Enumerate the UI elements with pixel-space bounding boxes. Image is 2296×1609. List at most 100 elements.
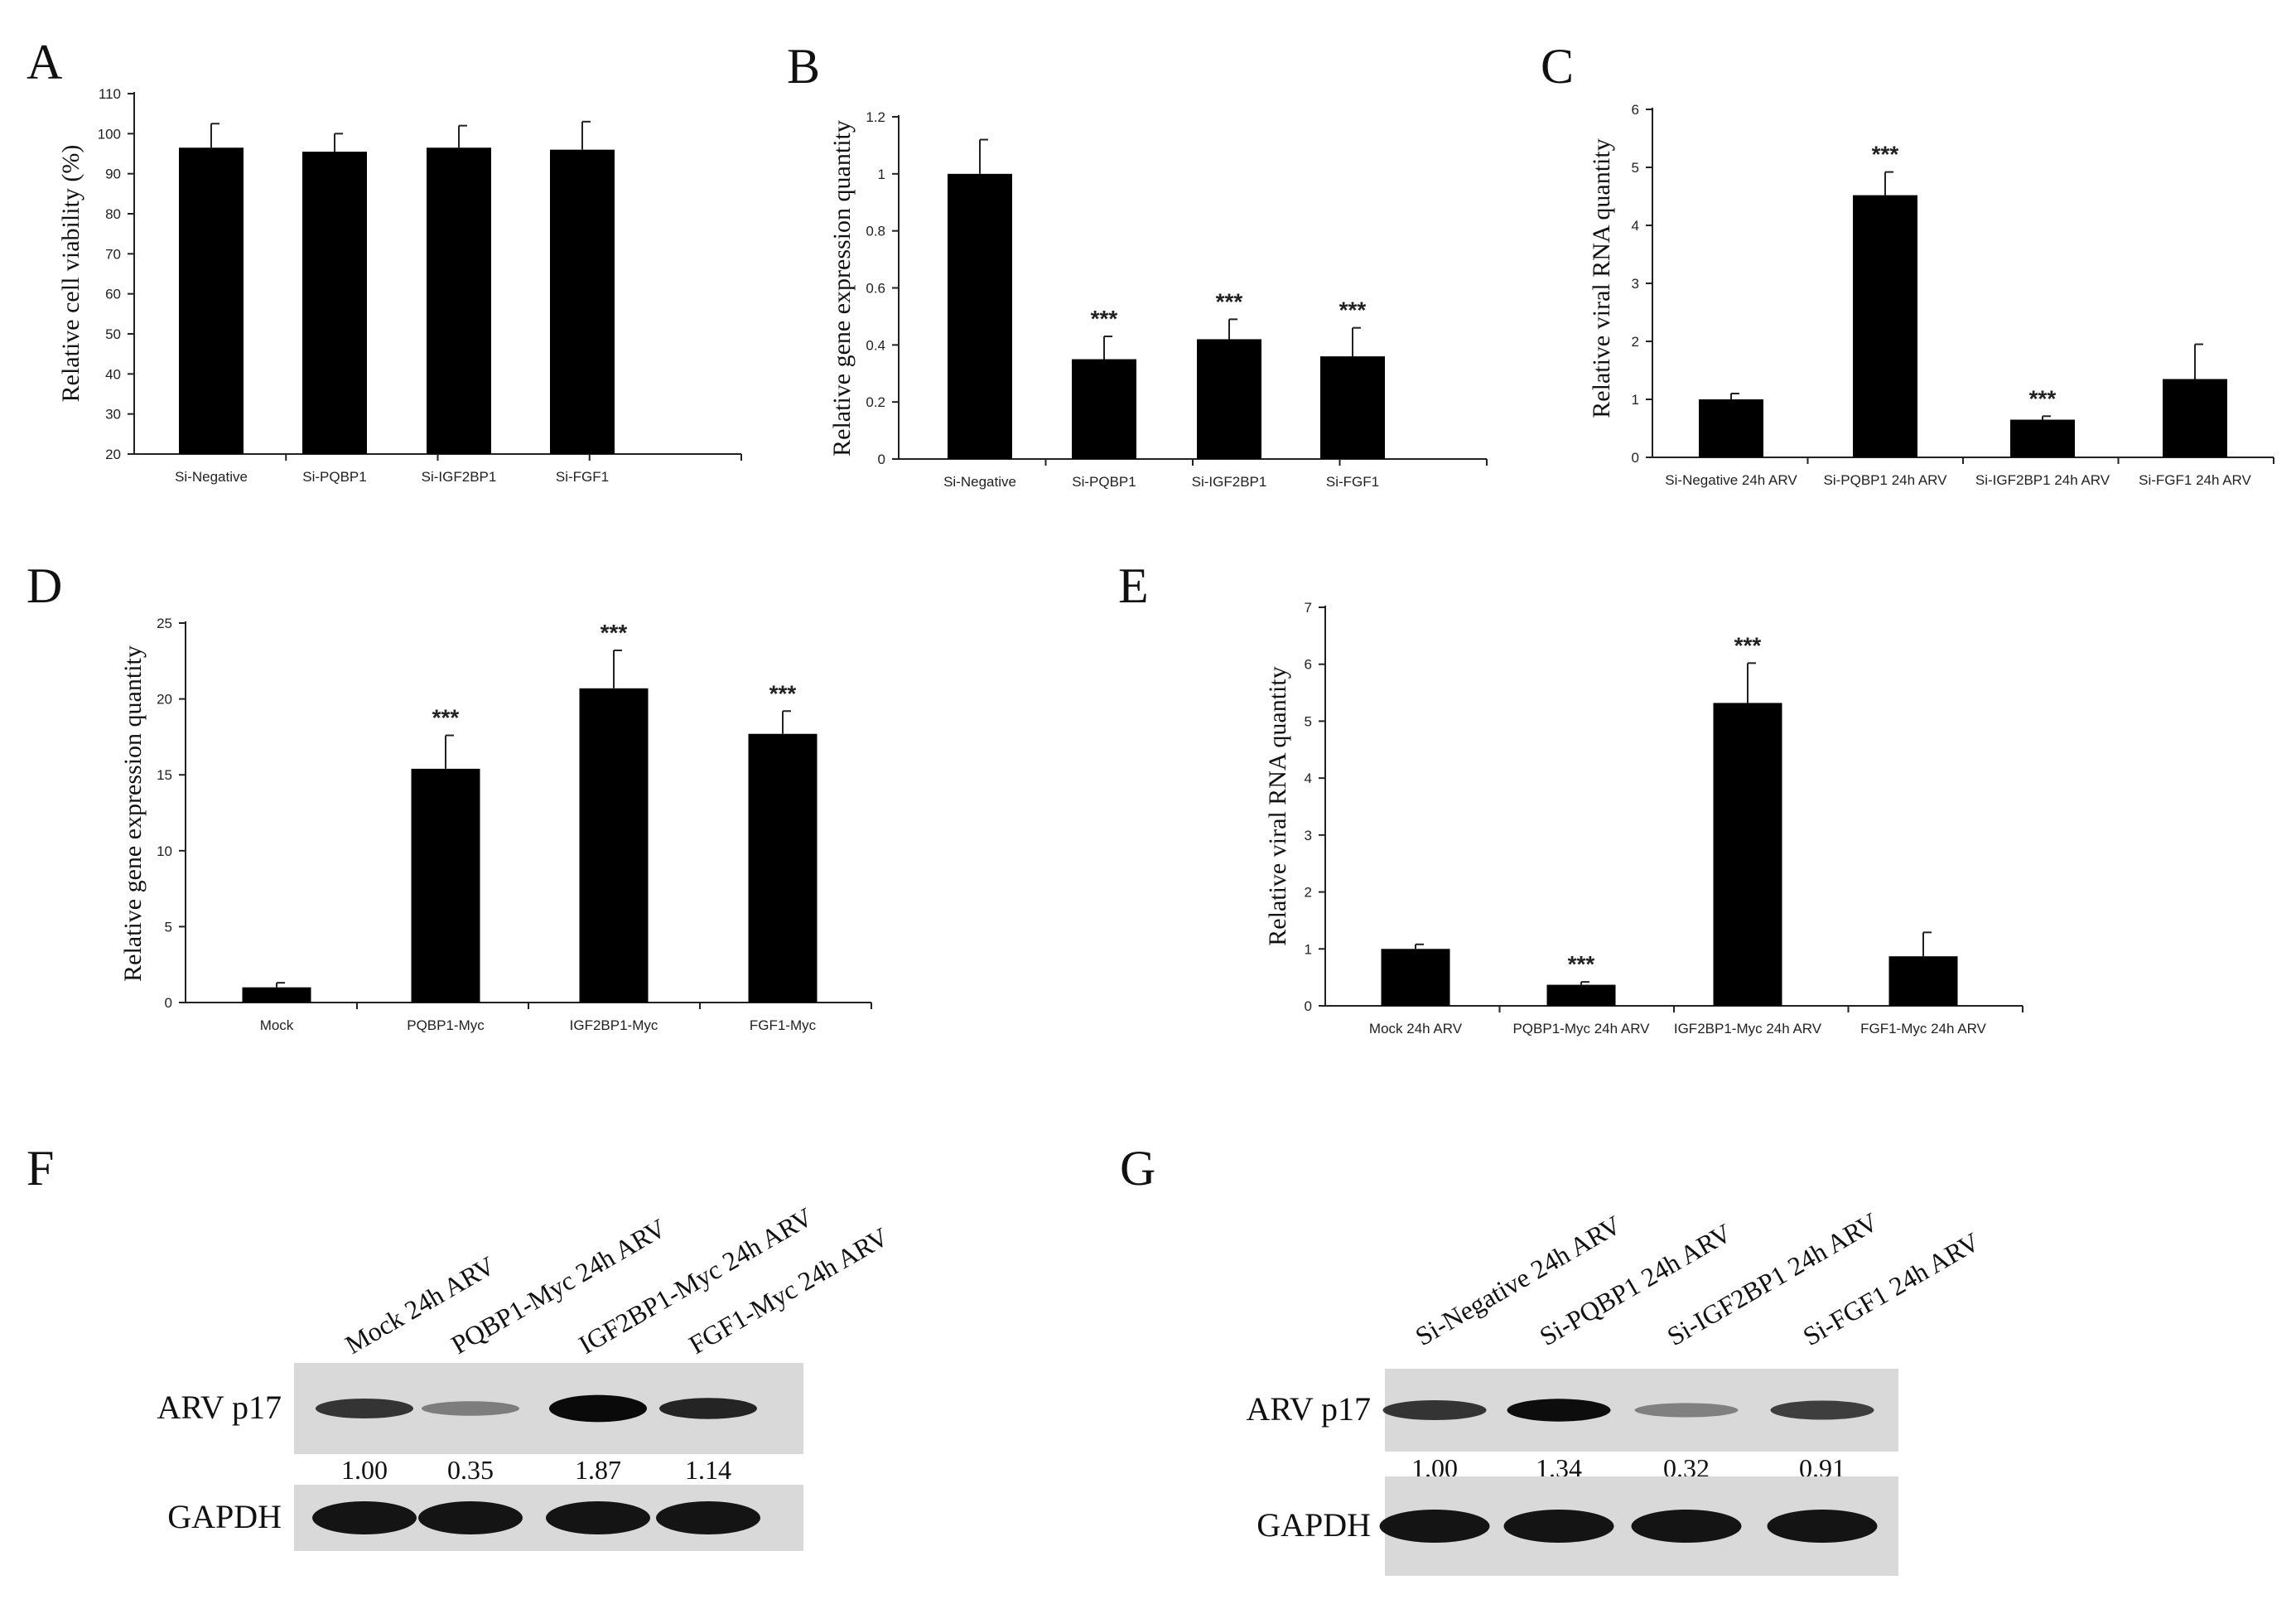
- band-gapdh-3: [546, 1501, 650, 1534]
- quant-value-4: 1.14: [685, 1455, 731, 1485]
- band-gapdh-3: [1631, 1510, 1742, 1543]
- bar-1: [179, 147, 244, 454]
- significance-marker-2: ***: [1091, 306, 1118, 331]
- category-label-1: Si-Negative: [943, 474, 1016, 490]
- y-tick-label: 0.8: [866, 224, 885, 239]
- y-tick-label: 100: [98, 126, 121, 142]
- y-tick-label: 4: [1632, 218, 1639, 234]
- y-axis-title: Relative gene expression quantity: [828, 120, 856, 457]
- bar-2: [1072, 359, 1136, 459]
- significance-marker-2: ***: [432, 705, 460, 731]
- category-label-3: Si-IGF2BP1: [1192, 474, 1267, 490]
- y-tick-label: 1: [878, 167, 885, 182]
- lane-label-1: Si-Negative 24h ARV: [1411, 1210, 1627, 1351]
- y-tick-label: 0.6: [866, 281, 885, 297]
- panel-letter: G: [1120, 1141, 1155, 1196]
- y-tick-label: 4: [1305, 771, 1312, 786]
- bar-2: [411, 768, 480, 1003]
- y-tick-label: 5: [165, 919, 172, 935]
- bar-4: [1888, 956, 1958, 1006]
- category-label-1: Si-Negative 24h ARV: [1665, 472, 1797, 488]
- category-label-3: Si-IGF2BP1: [422, 469, 497, 485]
- y-tick-label: 1: [1632, 392, 1639, 408]
- y-tick-label: 0: [1305, 998, 1312, 1014]
- quant-value-2: 0.35: [447, 1455, 494, 1485]
- row-label-gapdh: GAPDH: [1257, 1506, 1371, 1544]
- category-label-2: Si-PQBP1: [1072, 474, 1136, 490]
- bar-1: [242, 987, 311, 1003]
- y-tick-label: 70: [105, 246, 121, 262]
- bar-3: [1713, 703, 1782, 1006]
- panel-letter: B: [787, 39, 820, 94]
- band-p17-3: [549, 1394, 647, 1423]
- y-tick-label: 5: [1305, 713, 1312, 729]
- category-label-3: IGF2BP1-Myc 24h ARV: [1674, 1021, 1822, 1036]
- chart-e: E 0 1 2 3 4 5 6 7 Relative viral RNA quantity Mock…: [1118, 558, 2023, 1036]
- category-label-4: Si-FGF1: [1326, 474, 1379, 490]
- y-tick-label: 2: [1632, 334, 1639, 350]
- y-tick-label: 5: [1632, 160, 1639, 176]
- panel-letter: E: [1118, 558, 1149, 613]
- band-gapdh-2: [418, 1501, 523, 1534]
- bar-3: [579, 688, 649, 1003]
- y-axis-title: Relative viral RNA quantity: [1588, 138, 1615, 418]
- chart-b: B 0 0.2 0.4 0.6 0.8 1 1.2 Relative gene expressi…: [787, 39, 1488, 490]
- bar-1: [1381, 949, 1450, 1006]
- bar-1: [948, 173, 1012, 460]
- y-tick-label: 3: [1305, 828, 1312, 843]
- row-label-gapdh: GAPDH: [167, 1498, 282, 1535]
- y-axis-title: Relative gene expression quantity: [119, 645, 147, 982]
- y-tick-label: 6: [1305, 657, 1312, 673]
- y-tick-label: 20: [105, 447, 121, 462]
- category-label-1: Si-Negative: [175, 469, 248, 485]
- y-tick-label: 0: [878, 452, 885, 467]
- significance-marker-3: ***: [1216, 288, 1243, 314]
- band-gapdh-4: [1767, 1510, 1878, 1543]
- category-label-1: Mock: [260, 1017, 294, 1033]
- band-gapdh-2: [1503, 1510, 1614, 1543]
- chart-a: A 20 30 40 50 60 70 80 90 100 110 Relative cell via…: [27, 35, 742, 485]
- quant-value-1: 1.00: [341, 1455, 388, 1485]
- y-tick-label: 50: [105, 326, 121, 342]
- significance-marker-3: ***: [601, 620, 628, 645]
- y-tick-label: 25: [157, 616, 172, 631]
- y-tick-label: 40: [105, 366, 121, 382]
- bar-2: [302, 152, 367, 455]
- bar-2: [1853, 195, 1917, 457]
- y-tick-label: 0: [1632, 450, 1639, 466]
- bar-4: [550, 149, 615, 454]
- y-tick-label: 6: [1632, 102, 1639, 118]
- bar-2: [1546, 984, 1616, 1006]
- category-label-2: PQBP1-Myc 24h ARV: [1512, 1021, 1650, 1036]
- quant-value-3: 1.87: [575, 1455, 621, 1485]
- panel-letter: F: [27, 1141, 54, 1196]
- panel-letter: A: [27, 35, 62, 89]
- significance-marker-3: ***: [2029, 385, 2057, 411]
- band-p17-2: [1507, 1399, 1611, 1422]
- y-tick-label: 1: [1305, 941, 1312, 957]
- category-label-2: Si-PQBP1 24h ARV: [1824, 472, 1948, 488]
- y-tick-label: 20: [157, 692, 172, 708]
- category-label-4: Si-FGF1: [556, 469, 609, 485]
- chart-d: D 0 5 10 15 20 25 Relative gene expression quan…: [27, 558, 872, 1033]
- significance-marker-4: ***: [1339, 297, 1367, 323]
- y-tick-label: 15: [157, 767, 172, 783]
- y-axis-title: Relative cell viability (%): [57, 145, 84, 403]
- band-p17-4: [1770, 1400, 1874, 1420]
- y-tick-label: 0.2: [866, 394, 885, 410]
- bar-4: [1320, 356, 1385, 459]
- significance-marker-3: ***: [1734, 632, 1762, 658]
- band-p17-4: [659, 1398, 757, 1419]
- chart-c: C 0 1 2 3 4 5 6 Relative viral RNA quantity Si-Ne…: [1541, 39, 2274, 488]
- band-p17-3: [1634, 1403, 1739, 1418]
- y-tick-label: 80: [105, 206, 121, 222]
- category-label-4: FGF1-Myc 24h ARV: [1860, 1021, 1986, 1036]
- row-label-p17: ARV p17: [1246, 1390, 1371, 1428]
- y-tick-label: 90: [105, 167, 121, 182]
- y-tick-label: 110: [99, 86, 121, 102]
- category-label-2: Si-PQBP1: [302, 469, 366, 485]
- bar-1: [1699, 399, 1763, 457]
